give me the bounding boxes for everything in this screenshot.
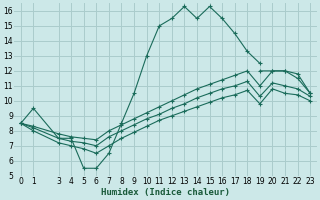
X-axis label: Humidex (Indice chaleur): Humidex (Indice chaleur) — [101, 188, 230, 197]
